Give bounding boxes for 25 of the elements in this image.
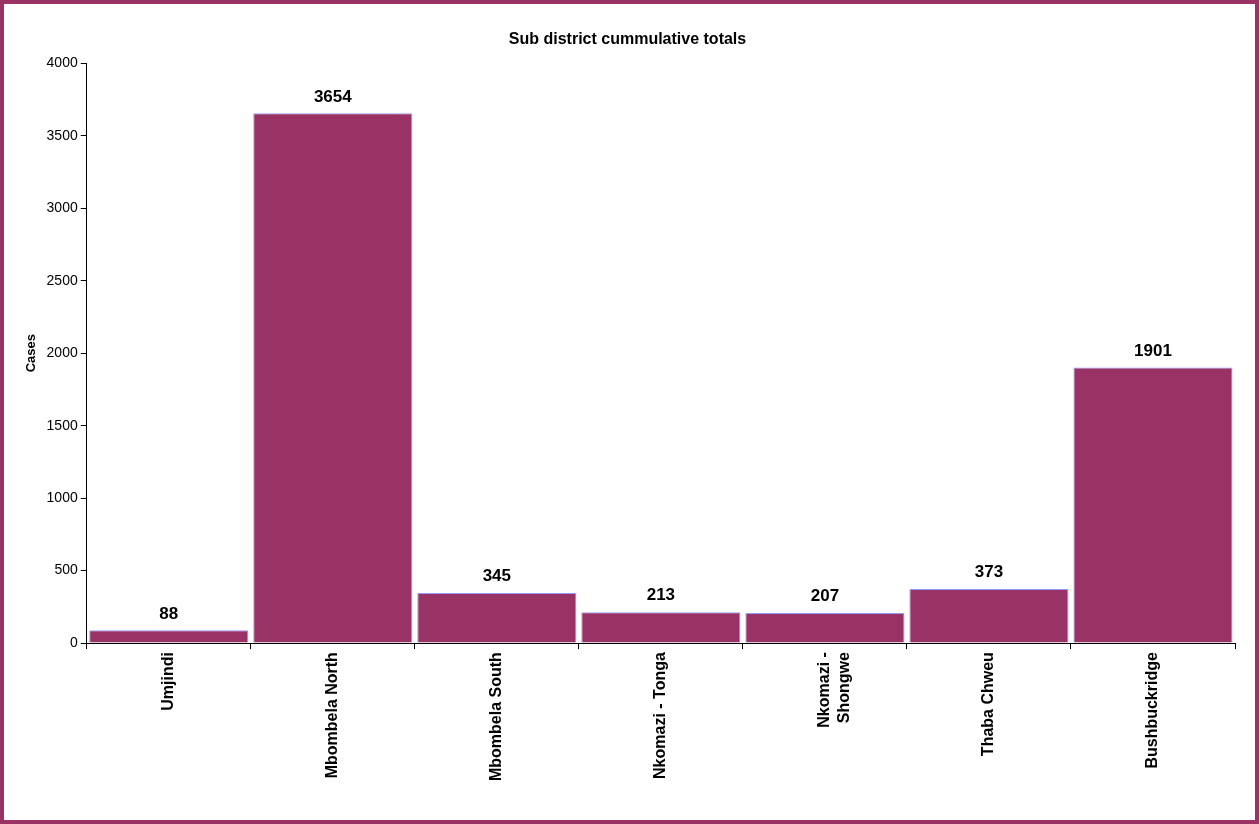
y-axis-title: Cases [23, 334, 39, 373]
y-tick-label: 2000 [46, 344, 78, 361]
y-tick-label: 1000 [46, 489, 78, 505]
x-tick-label: Mbombela South [487, 652, 505, 782]
data-label: 88 [159, 603, 179, 623]
y-tick-label: 4000 [46, 54, 78, 71]
y-tick-label: 3000 [46, 199, 78, 216]
data-label: 213 [646, 585, 676, 605]
data-label: 345 [482, 566, 512, 586]
y-tick-label: 3500 [46, 126, 78, 143]
data-label: 207 [810, 586, 840, 606]
x-tick-label: Nkomazi - Tonga [651, 652, 669, 779]
data-label: 3654 [313, 86, 353, 106]
x-tick-label: Bushbuckridge [1143, 652, 1161, 769]
x-tick-label: Umjindi [159, 652, 177, 711]
y-tick-label: 500 [54, 561, 78, 578]
y-tick-label: 2500 [46, 271, 78, 288]
x-tick-label: Mbombela North [323, 652, 341, 779]
y-tick-label: 0 [69, 633, 78, 650]
x-tick-label: Thaba Chweu [979, 652, 997, 757]
y-tick-label: 1500 [46, 416, 78, 433]
chart-title: Sub district cummulative totals [508, 30, 747, 48]
data-label: 1901 [1134, 340, 1172, 360]
x-tick-label: Nkomazi - Shongwe [815, 652, 852, 728]
data-label: 373 [974, 562, 1004, 582]
